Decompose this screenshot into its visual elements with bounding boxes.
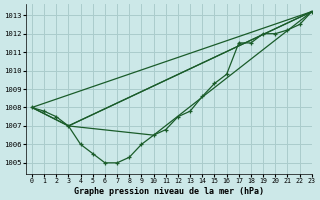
X-axis label: Graphe pression niveau de la mer (hPa): Graphe pression niveau de la mer (hPa) [74,187,264,196]
